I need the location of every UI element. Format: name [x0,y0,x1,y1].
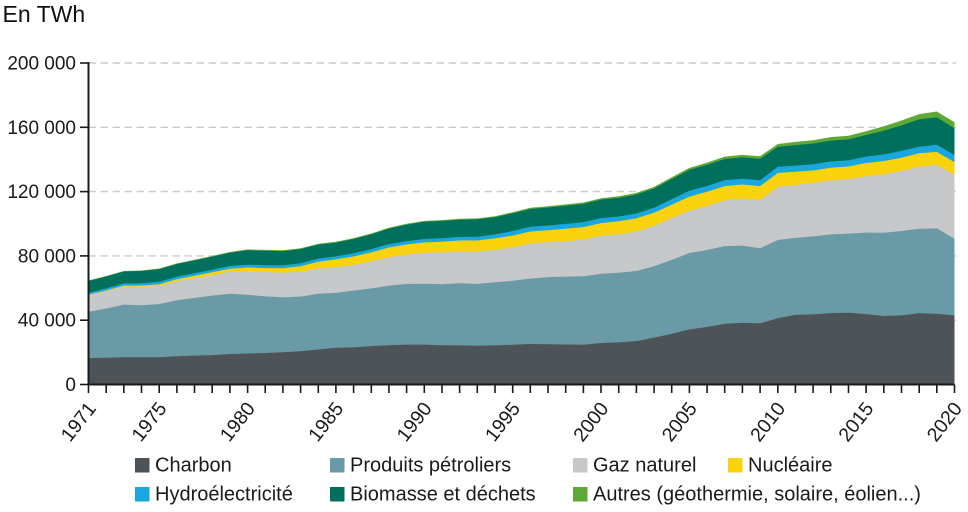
svg-text:80 000: 80 000 [18,246,76,267]
svg-text:0: 0 [65,375,76,396]
svg-text:Charbon: Charbon [155,455,232,477]
svg-text:Nucléaire: Nucléaire [748,455,832,477]
svg-text:Autres (géothermie, solaire, é: Autres (géothermie, solaire, éolien...) [593,484,921,506]
svg-text:En TWh: En TWh [3,1,86,27]
svg-text:Biomasse et déchets: Biomasse et déchets [350,484,536,506]
svg-text:40 000: 40 000 [18,311,76,332]
svg-text:Hydroélectricité: Hydroélectricité [155,484,293,506]
svg-text:160 000: 160 000 [7,118,76,139]
svg-text:Produits pétroliers: Produits pétroliers [350,455,511,477]
svg-text:200 000: 200 000 [7,54,76,75]
svg-text:120 000: 120 000 [7,182,76,203]
svg-text:Gaz naturel: Gaz naturel [593,455,696,477]
